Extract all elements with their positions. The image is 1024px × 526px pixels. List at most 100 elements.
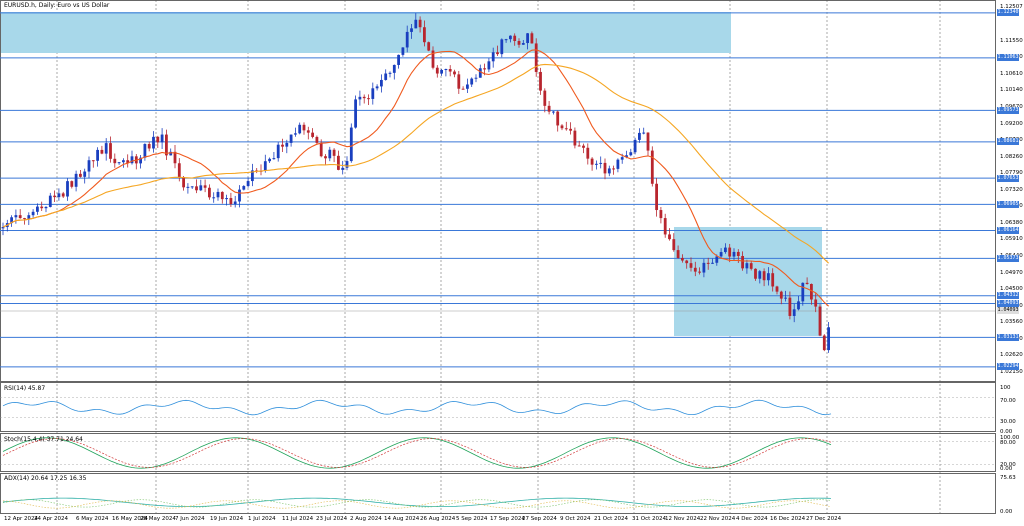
candle-body [461,88,465,90]
candle-body [646,132,650,151]
candle-body [169,151,173,156]
candle-body [754,268,757,279]
candle-body [749,263,753,269]
candle-body [530,33,534,44]
candle-body [233,201,237,205]
candle-body [229,198,233,205]
candle-body [732,251,736,257]
candle-body [543,90,547,106]
candle-body [294,133,297,135]
candle-body [431,50,435,68]
candle-body [61,193,65,197]
date-axis-label: 2 Aug 2024 [350,516,382,522]
candle-body [332,149,336,156]
candle-body [672,239,676,251]
date-axis-label: 9 Oct 2024 [560,516,591,522]
candle-body [775,286,779,292]
candle-body [668,234,671,240]
candle-body [91,160,95,162]
candle-body [719,252,723,257]
candle-body [14,215,18,218]
candle-body [491,52,495,62]
candle-body [418,19,422,28]
candle-body [354,99,357,128]
candle-body [659,210,663,219]
adx-axis-label: 0.00 [1000,509,1013,515]
candle-body [517,40,521,45]
candle-body [109,143,112,159]
candle-body [302,124,306,131]
candle-body [521,43,525,45]
candle-body [693,267,697,272]
candle-body [212,197,216,199]
candle-body [414,19,418,29]
date-axis-label: 28 May 2024 [140,516,176,522]
candle-body [367,98,370,100]
candle-body [822,335,826,351]
candle-body [220,191,224,200]
price-axis-label: 1.10610 [1000,70,1023,77]
date-axis-label: 26 Aug 2024 [420,516,456,522]
adx-plus-di-line [2,499,832,508]
candle-body [139,157,142,164]
candle-body [771,273,775,287]
resistance-zone [1,12,731,53]
stoch-axis-label: 0.00 [1000,466,1013,472]
candle-body [31,211,35,216]
date-axis-label: 12 Nov 2024 [665,516,701,522]
candle-body [315,136,319,143]
candle-body [526,33,529,44]
date-axis-label: 19 Jun 2024 [210,516,244,522]
main-panel-frame [0,0,996,382]
price-axis-label: 1.10140 [1000,87,1023,94]
candle-body [251,170,254,182]
date-axis-label: 23 Jul 2024 [316,516,348,522]
price-axis-label: 1.07790 [1000,170,1023,177]
candle-body [208,187,211,198]
candle-body [362,96,366,99]
price-level-tag: 1.02294 [997,363,1019,371]
candle-body [603,162,607,174]
candle-body [328,149,332,159]
candle-body [788,297,792,316]
candle-body [238,189,241,202]
candle-body [474,77,478,79]
candle-body [216,191,220,198]
adx-panel-frame [0,473,996,514]
candle-body [586,147,590,159]
candle-body [113,158,117,164]
rsi-axis-label: 30.00 [1000,419,1016,425]
price-level-tag: 1.07653 [997,174,1019,182]
candle-body [117,162,121,164]
stoch-panel-frame [0,433,996,472]
stoch-title: Stoch(15,4,4) 37.71 24.64 [4,436,83,443]
candle-body [242,186,246,190]
candle-body [801,282,805,302]
candle-body [534,43,538,72]
candle-body [500,39,504,55]
candle-body [397,54,400,65]
price-level-tag: 1.05373 [997,254,1019,262]
price-axis-label: 1.04500 [1000,286,1023,293]
candle-body [156,136,160,143]
date-axis-label: 1 Jul 2024 [248,516,276,522]
candle-body [797,301,800,310]
date-axis-label: 22 Nov 2024 [700,516,736,522]
candle-body [650,150,654,184]
candle-body [388,72,392,74]
price-axis-label: 1.11550 [1000,37,1023,44]
candle-body [96,149,99,161]
candle-body [792,309,796,316]
candle-body [539,71,542,91]
candle-body [496,52,499,55]
candle-body [380,79,383,87]
candle-body [87,160,91,172]
date-axis-label: 7 Jun 2024 [175,516,205,522]
date-axis-label: 4 Dec 2024 [736,516,768,522]
adx-axis-label: 75.63 [1000,475,1016,481]
candle-body [285,142,289,147]
candle-body [728,247,732,257]
candle-body [384,73,388,80]
adx-minus-di-line [2,500,832,509]
